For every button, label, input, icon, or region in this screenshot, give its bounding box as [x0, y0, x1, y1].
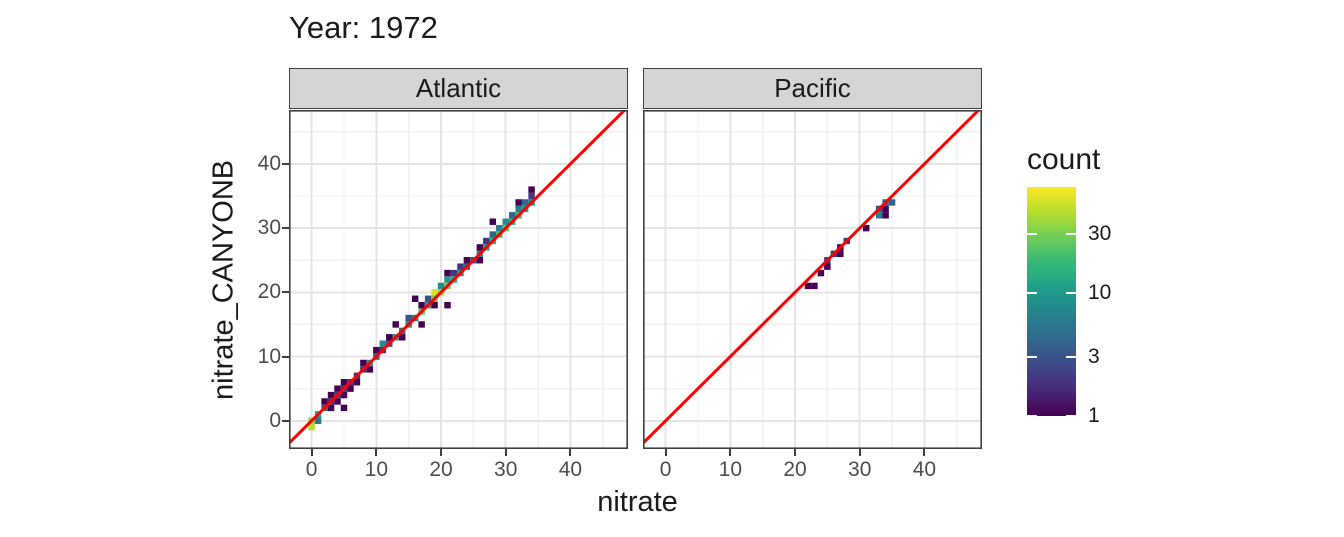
- legend-title: count: [1027, 143, 1101, 176]
- y-tick-mark: [282, 227, 289, 230]
- legend-tick-label: 10: [1088, 281, 1112, 305]
- legend-tick-mark: [1066, 233, 1076, 236]
- y-tick-mark: [282, 291, 289, 294]
- legend-tick-label: 30: [1088, 222, 1112, 246]
- x-tick-mark: [664, 449, 667, 456]
- legend-tick-label: 3: [1088, 345, 1100, 369]
- y-tick-label: 20: [257, 280, 281, 304]
- panel-pacific-canvas: [643, 110, 982, 449]
- legend-tick-mark: [1027, 415, 1037, 417]
- x-axis-title: nitrate: [597, 486, 678, 518]
- facet-strip-atlantic-label: Atlantic: [415, 73, 502, 103]
- x-tick-mark: [375, 449, 378, 456]
- x-tick-label: 10: [364, 458, 389, 481]
- y-tick-label: 10: [257, 344, 281, 368]
- x-tick-mark: [310, 449, 313, 456]
- x-tick-mark: [858, 449, 861, 456]
- x-tick-mark: [569, 449, 572, 456]
- panel-pacific: [643, 110, 982, 449]
- legend-tick-mark: [1066, 415, 1076, 417]
- y-tick-label: 30: [257, 216, 281, 240]
- legend-gradient-bar: [1027, 187, 1076, 416]
- x-tick-mark: [794, 449, 797, 456]
- y-tick-label: 0: [269, 408, 281, 432]
- x-tick-label: 30: [494, 458, 518, 481]
- facet-strip-atlantic: Atlantic: [289, 68, 628, 109]
- legend-tick-mark: [1027, 233, 1037, 236]
- panel-atlantic: [289, 110, 628, 449]
- panel-atlantic-canvas: [289, 110, 628, 449]
- plot-title: Year: 1972: [289, 10, 438, 45]
- x-tick-mark: [729, 449, 732, 456]
- y-tick-mark: [282, 419, 289, 422]
- legend-tick-mark: [1066, 356, 1076, 359]
- x-tick-label: 0: [659, 458, 672, 481]
- legend-tick-label: 1: [1088, 404, 1100, 427]
- x-tick-mark: [504, 449, 507, 456]
- x-tick-label: 20: [429, 458, 453, 481]
- x-tick-mark: [923, 449, 926, 456]
- x-tick-label: 30: [848, 458, 872, 481]
- y-tick-mark: [282, 355, 289, 358]
- facet-strip-pacific-label: Pacific: [774, 73, 851, 103]
- x-tick-mark: [440, 449, 443, 456]
- facet-strip-pacific: Pacific: [643, 68, 982, 109]
- x-tick-label: 10: [718, 458, 743, 481]
- x-tick-label: 0: [305, 458, 318, 481]
- x-tick-label: 20: [783, 458, 807, 481]
- y-tick-label: 40: [257, 151, 281, 175]
- x-tick-label: 40: [912, 458, 937, 481]
- legend-tick-mark: [1027, 356, 1037, 359]
- legend-tick-mark: [1027, 292, 1037, 295]
- y-tick-mark: [282, 162, 289, 165]
- legend-tick-mark: [1066, 292, 1076, 295]
- x-tick-label: 40: [558, 458, 583, 481]
